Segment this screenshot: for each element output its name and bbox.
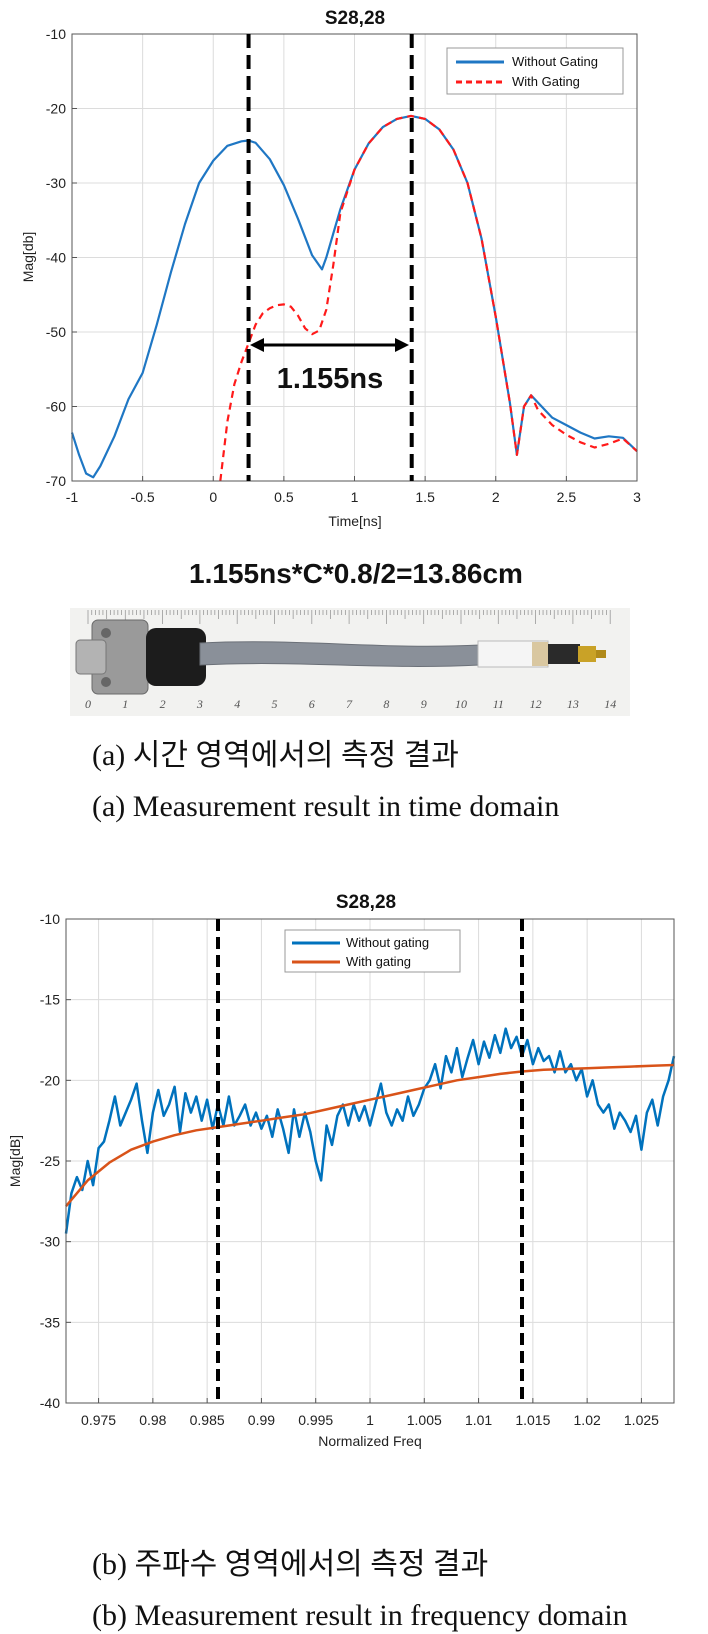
ruler-number: 4	[234, 697, 240, 711]
chart2-vlines	[216, 919, 524, 1403]
ruler-number: 1	[122, 697, 128, 711]
chart2-ytick-label: -40	[40, 1395, 60, 1411]
chart2-ytick-label: -35	[40, 1314, 60, 1330]
chart2-xtick-label: 0.99	[248, 1412, 275, 1428]
chart2-xtick-label: 0.98	[139, 1412, 166, 1428]
chart2-ytick-label: -10	[40, 911, 60, 927]
chart2-xtick-label: 0.975	[81, 1412, 116, 1428]
chart2-xtick-label: 0.985	[190, 1412, 225, 1428]
ruler-number: 10	[455, 697, 467, 711]
sma-connector	[548, 644, 580, 664]
cable-photo: 0 1 2 3 4 5 6 7 8 9 10 11 12 13 14	[70, 608, 630, 716]
chart1-y-ticks: -10 -20 -30 -40 -50 -60 -70	[46, 26, 77, 489]
caption-a-korean: (a) 시간 영역에서의 측정 결과	[92, 739, 459, 772]
chart2-y-ticks: -10 -15 -20 -25 -30 -35 -40	[40, 911, 71, 1411]
chart2-title: S28,28	[336, 892, 396, 913]
chart1-legend-with: With Gating	[512, 74, 580, 89]
ruler-ticks	[87, 610, 611, 624]
chart2-xtick-label: 1.02	[574, 1412, 601, 1428]
frequency-domain-chart: S28,28 0.975 0.98 0.985 0.99 0.995 1 1.005 1.01…	[7, 892, 676, 1449]
chart1-xtick-label: 2.5	[557, 489, 577, 505]
chart1-annotation: 1.155ns	[277, 363, 383, 395]
chart1-xtick-label: -0.5	[131, 489, 155, 505]
caption-a-english: (a) Measurement result in time domain	[92, 790, 559, 823]
black-boot	[146, 628, 206, 686]
chart1-series-with-gating-line	[219, 114, 638, 482]
chart1-xtick-label: 0.5	[274, 489, 294, 505]
ruler-number: 6	[309, 697, 315, 711]
chart1-ytick-label: -60	[46, 399, 66, 415]
ruler-number: 0	[85, 697, 91, 711]
chart2-xtick-label: 1.025	[624, 1412, 659, 1428]
chart1-grid	[71, 33, 638, 482]
chart2-legend: Without gating With gating	[284, 929, 461, 973]
chart1-xtick-label: 0	[209, 489, 217, 505]
chart1-xlabel: Time[ns]	[328, 513, 381, 529]
chart2-grid	[66, 918, 674, 1404]
chart2-legend-without: Without gating	[346, 935, 429, 950]
chart2-legend-with: With gating	[346, 954, 411, 969]
ruler-number: 14	[604, 697, 616, 711]
chart1-xtick-label: 2	[492, 489, 500, 505]
ruler-number: 12	[530, 697, 542, 711]
ruler-number: 5	[272, 697, 278, 711]
caption-b-korean: (b) 주파수 영역에서의 측정 결과	[92, 1548, 488, 1581]
ruler-number: 11	[493, 697, 504, 711]
ruler-number: 13	[567, 697, 579, 711]
chart1-x-ticks: -1 -0.5 0 0.5 1 1.5 2 2.5 3	[66, 476, 641, 505]
chart2-xtick-label: 1.005	[407, 1412, 442, 1428]
caption-b-english: (b) Measurement result in frequency doma…	[92, 1599, 628, 1632]
chart2-x-ticks: 0.975 0.98 0.985 0.99 0.995 1 1.005 1.01 1.015 1.…	[81, 1398, 659, 1428]
chart1-ytick-label: -20	[46, 101, 66, 117]
chart1-measurement-arrow	[250, 338, 409, 352]
chart1-legend: Without Gating With Gating	[446, 47, 624, 95]
ruler-number: 2	[160, 697, 166, 711]
chart1-vlines	[246, 34, 414, 481]
chart2-ytick-label: -25	[40, 1153, 60, 1169]
chart2-xlabel: Normalized Freq	[318, 1433, 421, 1449]
chart2-ytick-label: -30	[40, 1234, 60, 1250]
chart1-xtick-label: 3	[633, 489, 641, 505]
chart2-xtick-label: 1	[366, 1412, 374, 1428]
chart1-ylabel: Mag[db]	[20, 232, 36, 283]
chart2-ytick-label: -20	[40, 1072, 60, 1088]
chart1-title: S28,28	[325, 8, 385, 29]
chart1-ytick-label: -50	[46, 324, 66, 340]
chart2-ytick-label: -15	[40, 992, 60, 1008]
distance-formula: 1.155ns*C*0.8/2=13.86cm	[189, 558, 523, 589]
chart2-xtick-label: 0.995	[298, 1412, 333, 1428]
chart1-xtick-label: -1	[66, 489, 79, 505]
chart1-ytick-label: -10	[46, 26, 66, 42]
chart1-series	[70, 114, 638, 482]
ruler-number: 8	[383, 697, 389, 711]
chart1-ytick-label: -70	[46, 473, 66, 489]
chart2-xtick-label: 1.01	[465, 1412, 492, 1428]
chart2-ylabel: Mag[dB]	[7, 1135, 23, 1187]
ruler-number: 7	[346, 697, 353, 711]
time-domain-chart: S28,28 -1 -0.5 0 0.5 1 1.5 2 2.5 3 -10-20-30-40-…	[20, 8, 641, 529]
chart1-ytick-label: -30	[46, 175, 66, 191]
chart2-series-with-gating-line	[65, 1063, 675, 1208]
chart2-series	[64, 1027, 676, 1234]
chart2-xtick-label: 1.015	[515, 1412, 550, 1428]
chart1-legend-without: Without Gating	[512, 54, 598, 69]
chart1-ytick-label: -40	[46, 250, 66, 266]
ruler-number: 3	[196, 697, 203, 711]
chart1-xtick-label: 1.5	[415, 489, 435, 505]
chart1-xtick-label: 1	[351, 489, 359, 505]
ruler-numbers: 0 1 2 3 4 5 6 7 8 9 10 11 12 13 14	[85, 697, 616, 711]
ruler-number: 9	[421, 697, 427, 711]
